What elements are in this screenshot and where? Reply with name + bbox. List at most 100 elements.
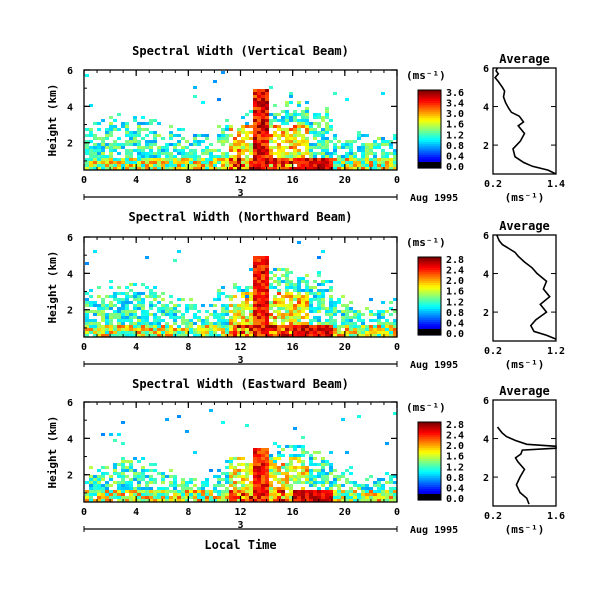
- echo-cell: [121, 158, 125, 161]
- echo-cell: [389, 140, 393, 143]
- echo-cell: [237, 128, 241, 131]
- echo-cell: [289, 137, 293, 140]
- echo-cell: [165, 328, 169, 331]
- echo-cell: [233, 466, 237, 469]
- echo-cell: [289, 113, 293, 116]
- echo-cell: [301, 277, 305, 280]
- echo-cell: [321, 116, 325, 119]
- echo-cell: [329, 152, 333, 155]
- echo-speck: [129, 484, 133, 487]
- echo-cell: [285, 319, 289, 322]
- echo-cell: [365, 149, 369, 152]
- echo-cell: [237, 493, 241, 496]
- echo-cell: [141, 490, 145, 493]
- echo-cell: [293, 128, 297, 131]
- average-y-tick-label: 6: [483, 231, 489, 242]
- colorbar-frame: [417, 89, 442, 169]
- echo-cell: [325, 493, 329, 496]
- echo-cell: [265, 256, 269, 259]
- echo-cell: [125, 292, 129, 295]
- echo-cell: [353, 493, 357, 496]
- echo-cell: [321, 128, 325, 131]
- colorbar-tick-label: 0.0: [446, 162, 464, 173]
- echo-cell: [85, 146, 89, 149]
- echo-cell: [329, 490, 333, 493]
- echo-cell: [225, 475, 229, 478]
- echo-cell: [313, 457, 317, 460]
- echo-cell: [157, 307, 161, 310]
- echo-cell: [273, 331, 277, 334]
- echo-cell: [249, 161, 253, 164]
- echo-cell: [237, 475, 241, 478]
- echo-cell: [217, 134, 221, 137]
- echo-cell: [321, 167, 325, 170]
- echo-cell: [261, 131, 265, 134]
- echo-cell: [241, 289, 245, 292]
- echo-cell: [145, 140, 149, 143]
- echo-cell: [249, 149, 253, 152]
- echo-cell: [333, 164, 337, 167]
- echo-cell: [161, 478, 165, 481]
- echo-cell: [161, 499, 165, 502]
- echo-cell: [189, 496, 193, 499]
- echo-cell: [317, 274, 321, 277]
- echo-cell: [85, 325, 89, 328]
- echo-cell: [105, 484, 109, 487]
- echo-cell: [205, 319, 209, 322]
- echo-cell: [269, 499, 273, 502]
- colorbar-tick-label: 3.0: [446, 109, 464, 120]
- echo-cell: [309, 146, 313, 149]
- echo-cell: [217, 325, 221, 328]
- echo-cell: [113, 310, 117, 313]
- echo-cell: [141, 149, 145, 152]
- echo-cell: [121, 322, 125, 325]
- echo-cell: [217, 313, 221, 316]
- echo-cell: [253, 322, 257, 325]
- echo-cell: [117, 334, 121, 337]
- heatmap-northward: [85, 241, 397, 337]
- average-profile-line: [496, 234, 557, 340]
- echo-cell: [113, 331, 117, 334]
- echo-cell: [165, 331, 169, 334]
- x-tick-label: 4: [133, 175, 139, 186]
- average-profile-line: [494, 67, 557, 175]
- echo-cell: [97, 155, 101, 158]
- echo-cell: [257, 289, 261, 292]
- echo-cell: [237, 289, 241, 292]
- echo-cell: [253, 454, 257, 457]
- echo-cell: [193, 493, 197, 496]
- colorbar-band: [418, 315, 441, 319]
- echo-cell: [265, 304, 269, 307]
- echo-cell: [381, 158, 385, 161]
- echo-cell: [261, 116, 265, 119]
- echo-cell: [285, 487, 289, 490]
- echo-cell: [105, 490, 109, 493]
- echo-cell: [109, 158, 113, 161]
- echo-cell: [329, 466, 333, 469]
- echo-cell: [149, 119, 153, 122]
- echo-cell: [369, 158, 373, 161]
- echo-cell: [261, 469, 265, 472]
- echo-cell: [285, 469, 289, 472]
- echo-cell: [289, 475, 293, 478]
- echo-cell: [285, 481, 289, 484]
- echo-cell: [373, 140, 377, 143]
- echo-cell: [293, 298, 297, 301]
- echo-cell: [149, 469, 153, 472]
- echo-cell: [137, 304, 141, 307]
- echo-cell: [297, 131, 301, 134]
- echo-cell: [369, 496, 373, 499]
- echo-cell: [285, 158, 289, 161]
- echo-cell: [245, 319, 249, 322]
- echo-cell: [153, 481, 157, 484]
- echo-cell: [285, 137, 289, 140]
- echo-cell: [153, 158, 157, 161]
- average-xlabel: (ms⁻¹): [505, 358, 545, 371]
- echo-cell: [229, 125, 233, 128]
- echo-cell: [337, 487, 341, 490]
- echo-cell: [141, 310, 145, 313]
- echo-cell: [121, 316, 125, 319]
- echo-cell: [225, 158, 229, 161]
- echo-cell: [125, 484, 129, 487]
- echo-cell: [101, 298, 105, 301]
